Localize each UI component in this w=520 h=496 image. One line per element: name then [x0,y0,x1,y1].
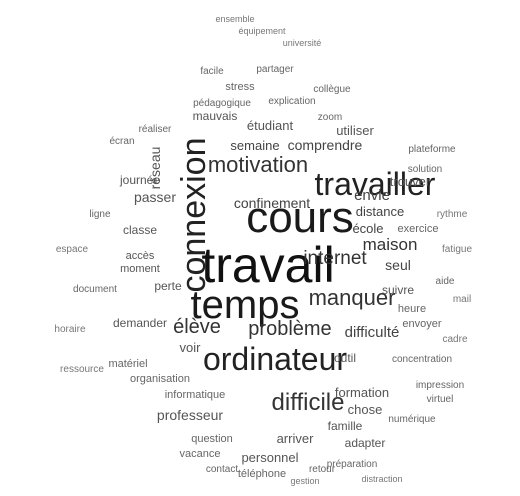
word: trouver [390,174,431,189]
word: ressource [60,364,104,375]
word: ensemble [215,14,254,24]
word: famille [328,419,363,433]
word: contact [206,464,238,475]
word: solution [408,164,442,175]
word: stress [225,81,255,93]
word: passer [134,189,176,205]
word: aide [436,276,455,287]
word: difficile [272,389,345,416]
word: retour [309,464,336,475]
word: plateforme [408,144,456,155]
word: demander [113,316,167,330]
word: personnel [241,450,298,465]
word: préparation [327,459,378,470]
word: perte [154,279,182,293]
word: document [73,284,117,295]
word: formation [335,385,389,400]
word: travailler [315,166,436,202]
word: impression [416,380,464,391]
word: exercice [398,223,439,235]
word: équipement [238,26,286,36]
word: chose [348,402,383,417]
word: semaine [230,138,279,153]
word: facile [200,66,224,77]
word: utiliser [336,123,374,138]
word: heure [398,303,426,315]
word: manquer [309,285,396,310]
word: suivre [382,283,414,297]
word: réseau [147,147,163,190]
word: motivation [208,152,308,177]
word: pédagogique [193,98,251,109]
word: classe [123,223,157,237]
word: étudiant [247,118,294,133]
word: adapter [345,436,386,450]
word: élève [173,316,221,338]
word: travail [201,237,334,293]
word: distance [356,204,404,219]
word: internet [303,248,367,269]
word: voir [180,340,202,355]
word: accès [126,250,155,262]
word: espace [56,244,89,255]
word: connexion [175,137,213,292]
word: question [191,433,233,445]
word: zoom [318,112,342,123]
word: collègue [313,84,351,95]
word: problème [248,318,331,340]
word: université [283,38,322,48]
word: cadre [442,334,467,345]
word: seul [385,257,411,273]
word: maison [363,235,418,254]
word: virtuel [427,394,454,405]
word: ligne [89,209,111,220]
word: numérique [388,414,436,425]
word: comprendre [288,137,363,153]
word: réaliser [139,124,172,135]
word: école [352,221,383,236]
word: mauvais [193,109,238,123]
word: confinement [234,195,310,211]
word: journée [119,173,160,187]
word: arriver [277,431,315,446]
word: difficulté [345,324,400,341]
word: rythme [437,209,468,220]
word: vacance [180,448,221,460]
word: informatique [165,389,226,401]
word: cours [246,193,354,242]
word: mail [453,294,471,305]
word: explication [268,96,315,107]
word: envoyer [402,318,441,330]
word: concentration [392,354,452,365]
word: matériel [108,358,147,370]
word: professeur [157,407,223,423]
word: organisation [130,373,190,385]
word: moment [120,263,160,275]
word: envie [354,187,390,204]
word: partager [256,64,294,75]
word: distraction [361,474,402,484]
word: téléphone [238,468,286,480]
word: écran [109,136,134,147]
word: temps [191,283,300,327]
word: outil [334,351,356,365]
word: gestion [290,476,319,486]
word: ordinateur [203,341,347,377]
word: horaire [54,324,86,335]
word: fatigue [442,244,472,255]
